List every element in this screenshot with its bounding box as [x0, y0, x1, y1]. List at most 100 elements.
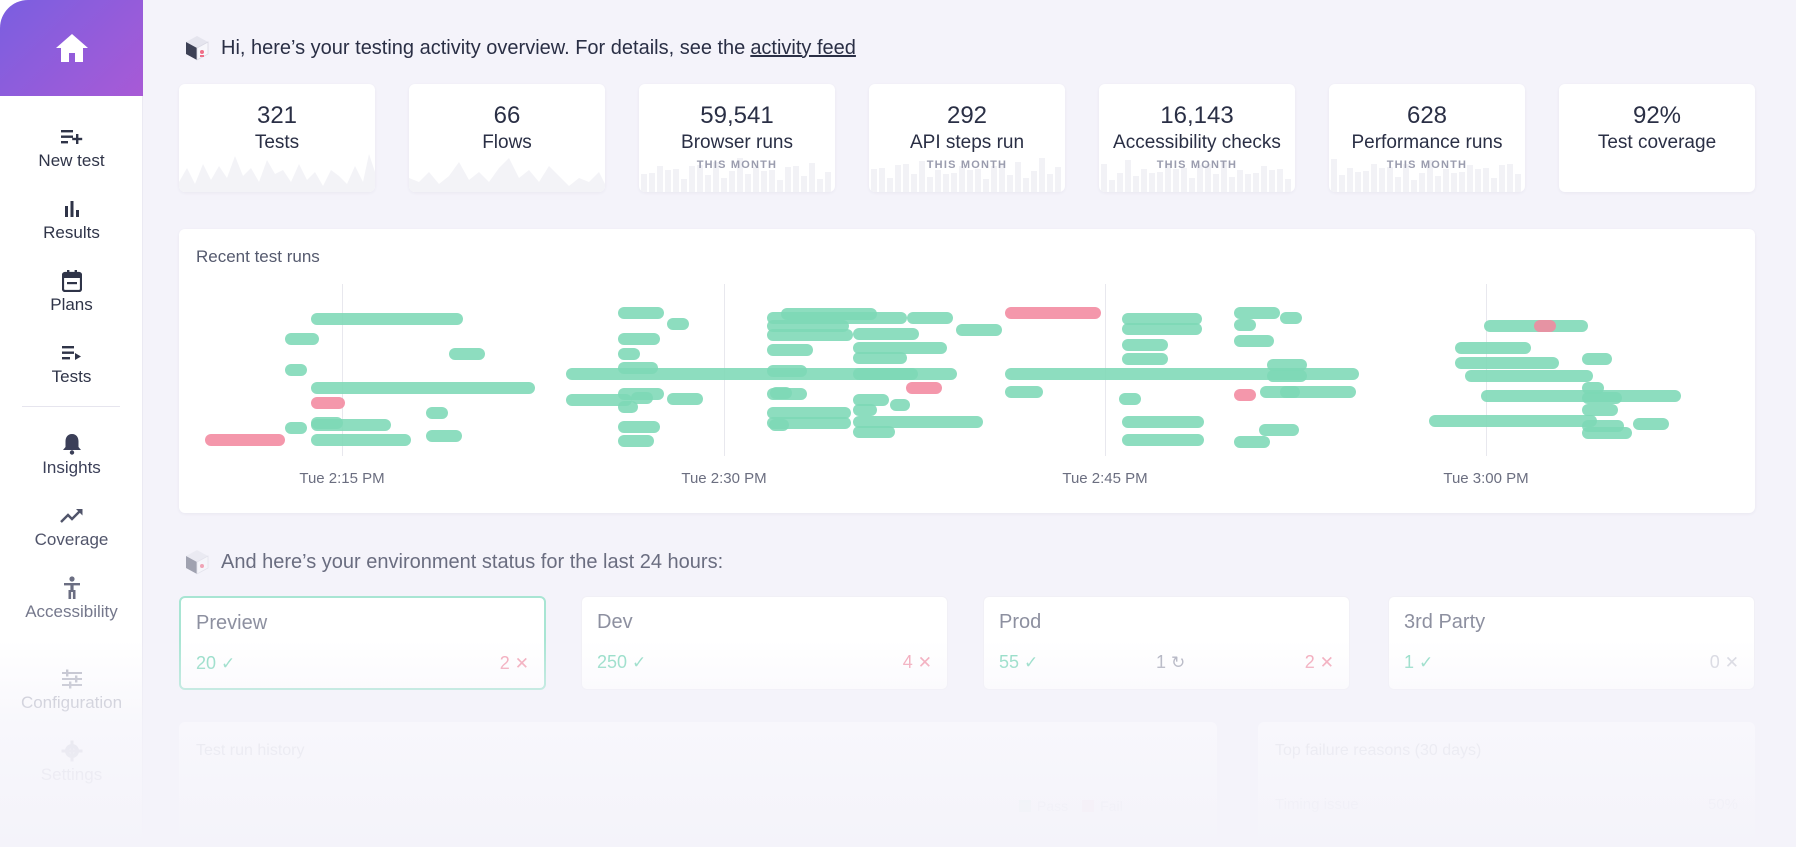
run-bar-pass[interactable]	[767, 365, 807, 377]
run-bar-pass[interactable]	[1582, 404, 1618, 416]
run-bar-pass[interactable]	[853, 404, 877, 416]
run-bar-pass[interactable]	[956, 324, 1002, 336]
run-bar-pass[interactable]	[1122, 313, 1202, 325]
run-bar-pass[interactable]	[1481, 390, 1681, 402]
run-bar-pass[interactable]	[853, 342, 947, 354]
run-bar-pass[interactable]	[1280, 386, 1356, 398]
sidebar-item-insights[interactable]: Insights	[0, 425, 143, 485]
run-bar-pass[interactable]	[618, 435, 654, 447]
run-bar-pass[interactable]	[1465, 370, 1593, 382]
run-bar-pass[interactable]	[1234, 436, 1270, 448]
run-bar-pass[interactable]	[311, 417, 343, 429]
env-card-3rd-party[interactable]: 3rd Party 1 ✓ 0 ✕	[1388, 596, 1755, 690]
run-bar-pass[interactable]	[618, 348, 640, 360]
home-button[interactable]	[0, 0, 143, 96]
run-bar-pass[interactable]	[311, 382, 535, 394]
run-bar-pass[interactable]	[1234, 319, 1256, 331]
run-bar-pass[interactable]	[285, 333, 319, 345]
run-bar-fail[interactable]	[311, 397, 345, 409]
run-bar-pass[interactable]	[853, 416, 983, 428]
run-bar-pass[interactable]	[781, 308, 877, 320]
run-bar-pass[interactable]	[667, 393, 703, 405]
stat-card-flows[interactable]: 66 Flows	[409, 84, 605, 192]
activity-feed-link[interactable]: activity feed	[750, 36, 856, 59]
stat-card-api-steps[interactable]: 292 API steps run THIS MONTH	[869, 84, 1065, 192]
run-bar-fail[interactable]	[205, 434, 285, 446]
run-bar-pass[interactable]	[1119, 393, 1141, 405]
run-bar-pass[interactable]	[1267, 370, 1307, 382]
run-bar-fail[interactable]	[1534, 320, 1556, 332]
run-bar-fail[interactable]	[1005, 307, 1101, 319]
run-bar-pass[interactable]	[1455, 342, 1531, 354]
sidebar-item-new-test[interactable]: New test	[0, 118, 143, 178]
run-bar-pass[interactable]	[767, 329, 853, 341]
env-card-dev[interactable]: Dev 250 ✓ 4 ✕	[581, 596, 948, 690]
run-bar-pass[interactable]	[1582, 382, 1604, 394]
run-bar-pass[interactable]	[890, 399, 910, 411]
sidebar-item-accessibility[interactable]: Accessibility	[0, 569, 143, 629]
run-bar-pass[interactable]	[631, 392, 653, 404]
run-bar-pass[interactable]	[770, 387, 792, 399]
env-name: 3rd Party	[1404, 611, 1486, 633]
run-bar-pass[interactable]	[853, 394, 889, 406]
run-bar-pass[interactable]	[1122, 416, 1204, 428]
run-bar-pass[interactable]	[618, 333, 660, 345]
env-card-preview[interactable]: Preview 20 ✓ 2 ✕	[179, 596, 546, 690]
pass-value: 1	[1404, 652, 1415, 672]
sidebar-item-settings[interactable]: Settings	[0, 732, 143, 792]
run-bar-pass[interactable]	[618, 307, 664, 319]
run-bar-pass[interactable]	[667, 318, 689, 330]
stat-card-performance-runs[interactable]: 628 Performance runs THIS MONTH	[1329, 84, 1525, 192]
run-bar-pass[interactable]	[618, 401, 638, 413]
env-name: Dev	[597, 611, 633, 633]
sidebar-item-configuration[interactable]: Configuration	[0, 660, 143, 720]
run-bar-pass[interactable]	[285, 364, 307, 376]
run-bar-pass[interactable]	[1267, 359, 1307, 371]
run-bar-pass[interactable]	[767, 344, 813, 356]
run-bar-pass[interactable]	[1234, 335, 1274, 347]
run-bar-pass[interactable]	[853, 368, 957, 380]
stat-card-accessibility-checks[interactable]: 16,143 Accessibility checks THIS MONTH	[1099, 84, 1295, 192]
run-bar-fail[interactable]	[1234, 389, 1256, 401]
run-bar-pass[interactable]	[1234, 307, 1280, 319]
run-bar-pass[interactable]	[767, 407, 851, 419]
run-bar-pass[interactable]	[426, 407, 448, 419]
sidebar-item-results[interactable]: Results	[0, 190, 143, 250]
sidebar-item-plans[interactable]: Plans	[0, 262, 143, 322]
run-bar-pass[interactable]	[1582, 353, 1612, 365]
run-bar-pass[interactable]	[1429, 415, 1597, 427]
pending-value: 1	[1156, 652, 1167, 672]
run-bar-pass[interactable]	[1005, 386, 1043, 398]
run-bar-pass[interactable]	[1280, 312, 1302, 324]
sidebar-item-coverage[interactable]: Coverage	[0, 497, 143, 557]
run-bar-pass[interactable]	[311, 313, 463, 325]
run-bar-pass[interactable]	[566, 394, 632, 406]
run-bar-pass[interactable]	[907, 312, 953, 324]
run-bar-pass[interactable]	[1455, 357, 1559, 369]
run-bar-pass[interactable]	[1582, 427, 1632, 439]
stat-card-test-coverage[interactable]: 92% Test coverage	[1559, 84, 1755, 192]
run-bar-fail[interactable]	[906, 382, 942, 394]
run-bar-pass[interactable]	[1122, 339, 1168, 351]
sidebar-item-tests[interactable]: Tests	[0, 334, 143, 394]
run-bar-pass[interactable]	[566, 368, 918, 380]
run-bar-pass[interactable]	[1122, 434, 1204, 446]
run-bar-pass[interactable]	[426, 430, 462, 442]
run-bar-pass[interactable]	[1633, 418, 1669, 430]
env-card-prod[interactable]: Prod 55 ✓ 1 ↻ 2 ✕	[983, 596, 1350, 690]
run-bar-pass[interactable]	[311, 434, 411, 446]
run-bar-pass[interactable]	[853, 426, 895, 438]
run-bar-pass[interactable]	[1122, 353, 1168, 365]
run-bar-pass[interactable]	[1582, 392, 1622, 404]
run-bar-pass[interactable]	[1259, 424, 1299, 436]
run-bar-pass[interactable]	[285, 422, 307, 434]
run-bar-pass[interactable]	[769, 419, 789, 431]
run-bar-pass[interactable]	[1122, 323, 1202, 335]
run-bar-pass[interactable]	[853, 352, 907, 364]
sparkline	[409, 158, 605, 192]
stat-card-tests[interactable]: 321 Tests	[179, 84, 375, 192]
run-bar-pass[interactable]	[618, 421, 660, 433]
run-bar-pass[interactable]	[853, 328, 919, 340]
stat-card-browser-runs[interactable]: 59,541 Browser runs THIS MONTH	[639, 84, 835, 192]
run-bar-pass[interactable]	[449, 348, 485, 360]
